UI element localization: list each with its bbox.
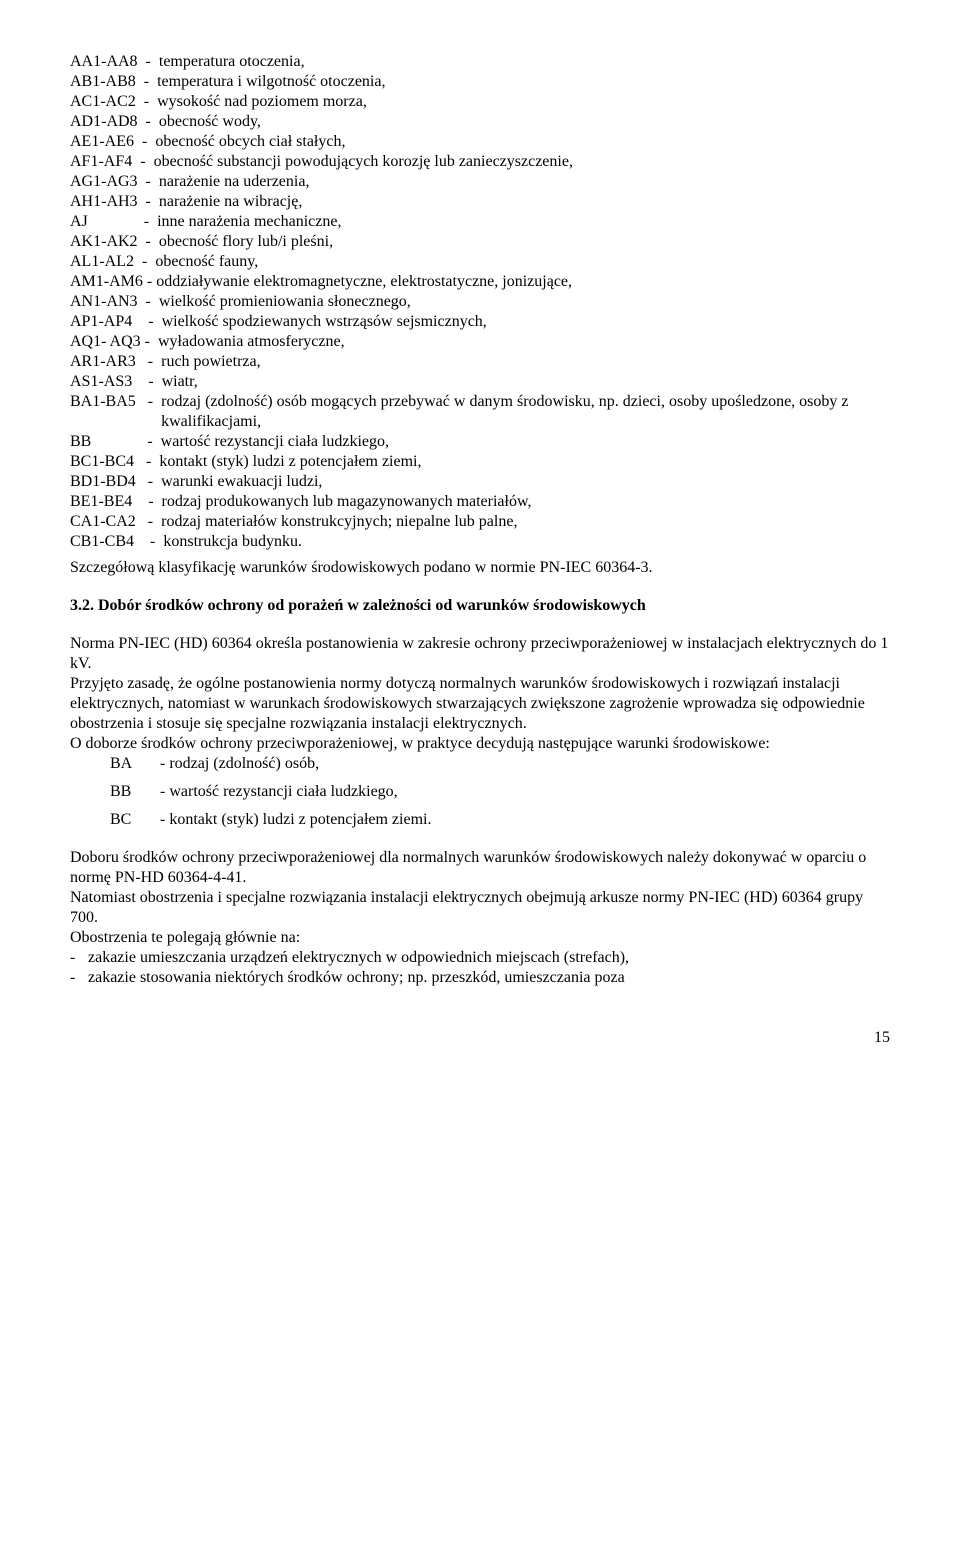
definition-text: obecność fauny, — [155, 252, 890, 272]
paragraph-conditions-intro: O doborze środków ochrony przeciwporażen… — [70, 734, 890, 754]
definition-row: AF1-AF4 - obecność substancji powodujący… — [70, 152, 890, 172]
definitions-list: AA1-AA8 - temperatura otoczenia,AB1-AB8 … — [70, 52, 890, 552]
definition-text: wartość rezystancji ciała ludzkiego, — [161, 432, 890, 452]
definition-row: BD1-BD4 - warunki ewakuacji ludzi, — [70, 472, 890, 492]
definition-code: AP1-AP4 - — [70, 312, 162, 332]
dash-bullet: - — [70, 968, 88, 988]
definition-text: inne narażenia mechaniczne, — [157, 212, 890, 232]
condition-code: BC — [110, 810, 160, 830]
definition-code: AH1-AH3 - — [70, 192, 159, 212]
page-number: 15 — [70, 1028, 890, 1048]
dash-bullet: - — [70, 948, 88, 968]
definition-text: wyładowania atmosferyczne, — [158, 332, 890, 352]
definition-text: konstrukcja budynku. — [163, 532, 890, 552]
definition-code: AA1-AA8 - — [70, 52, 159, 72]
definition-code: AJ - — [70, 212, 157, 232]
definition-code: AM1-AM6 - — [70, 272, 156, 292]
definition-row: AN1-AN3 - wielkość promieniowania słonec… — [70, 292, 890, 312]
definition-text: obecność flory lub/i pleśni, — [159, 232, 890, 252]
definition-text: kontakt (styk) ludzi z potencjałem ziemi… — [159, 452, 890, 472]
definition-row: AH1-AH3 - narażenie na wibrację, — [70, 192, 890, 212]
definition-text: wiatr, — [162, 372, 890, 392]
definition-row: BC1-BC4 - kontakt (styk) ludzi z potencj… — [70, 452, 890, 472]
definition-code: AL1-AL2 - — [70, 252, 155, 272]
definition-text: wielkość spodziewanych wstrząsów sejsmic… — [162, 312, 890, 332]
definition-row: BA1-BA5 - rodzaj (zdolność) osób mogącyc… — [70, 392, 890, 432]
definition-row: AL1-AL2 - obecność fauny, — [70, 252, 890, 272]
definition-text: rodzaj (zdolność) osób mogących przebywa… — [161, 392, 890, 432]
condition-item: BB- wartość rezystancji ciała ludzkiego, — [110, 782, 890, 802]
definition-text: oddziaływanie elektromagnetyczne, elektr… — [156, 272, 890, 292]
definition-code: AG1-AG3 - — [70, 172, 159, 192]
definition-code: BB - — [70, 432, 161, 452]
definition-text: obecność obcych ciał stałych, — [155, 132, 890, 152]
classification-note: Szczegółową klasyfikację warunków środow… — [70, 558, 890, 578]
definition-text: rodzaj materiałów konstrukcyjnych; niepa… — [161, 512, 890, 532]
definition-row: AK1-AK2 - obecność flory lub/i pleśni, — [70, 232, 890, 252]
paragraph-restrictions-norm: Natomiast obostrzenia i specjalne rozwią… — [70, 888, 890, 928]
definition-code: AF1-AF4 - — [70, 152, 154, 172]
definition-row: AJ - inne narażenia mechaniczne, — [70, 212, 890, 232]
condition-item: BC- kontakt (styk) ludzi z potencjałem z… — [110, 810, 890, 830]
paragraph-normal-conditions: Doboru środków ochrony przeciwporażeniow… — [70, 848, 890, 888]
definition-text: temperatura otoczenia, — [159, 52, 890, 72]
definition-row: BB - wartość rezystancji ciała ludzkiego… — [70, 432, 890, 452]
definition-code: AS1-AS3 - — [70, 372, 162, 392]
restriction-item: -zakazie stosowania niektórych środków o… — [70, 968, 890, 988]
paragraph-restrictions-intro: Obostrzenia te polegają głównie na: — [70, 928, 890, 948]
definition-code: AB1-AB8 - — [70, 72, 157, 92]
definition-text: ruch powietrza, — [161, 352, 890, 372]
restrictions-dash-list: -zakazie umieszczania urządzeń elektrycz… — [70, 948, 890, 988]
definition-row: AR1-AR3 - ruch powietrza, — [70, 352, 890, 372]
definition-text: wysokość nad poziomem morza, — [157, 92, 890, 112]
definition-text: warunki ewakuacji ludzi, — [161, 472, 890, 492]
paragraph-principle: Przyjęto zasadę, że ogólne postanowienia… — [70, 674, 890, 734]
definition-row: AG1-AG3 - narażenie na uderzenia, — [70, 172, 890, 192]
condition-item: BA- rodzaj (zdolność) osób, — [110, 754, 890, 774]
paragraph-norm-intro: Norma PN-IEC (HD) 60364 określa postanow… — [70, 634, 890, 674]
condition-text: - kontakt (styk) ludzi z potencjałem zie… — [160, 810, 890, 830]
definition-row: AC1-AC2 - wysokość nad poziomem morza, — [70, 92, 890, 112]
definition-row: CB1-CB4 - konstrukcja budynku. — [70, 532, 890, 552]
definition-code: AE1-AE6 - — [70, 132, 155, 152]
definition-text: temperatura i wilgotność otoczenia, — [157, 72, 890, 92]
definition-code: BA1-BA5 - — [70, 392, 161, 432]
definition-code: AR1-AR3 - — [70, 352, 161, 372]
definition-text: narażenie na uderzenia, — [159, 172, 890, 192]
condition-text: - wartość rezystancji ciała ludzkiego, — [160, 782, 890, 802]
definition-text: rodzaj produkowanych lub magazynowanych … — [162, 492, 890, 512]
definition-row: AB1-AB8 - temperatura i wilgotność otocz… — [70, 72, 890, 92]
definition-row: AP1-AP4 - wielkość spodziewanych wstrząs… — [70, 312, 890, 332]
definition-text: obecność substancji powodujących korozję… — [154, 152, 890, 172]
definition-code: BE1-BE4 - — [70, 492, 162, 512]
definition-code: AD1-AD8 - — [70, 112, 159, 132]
restriction-item: -zakazie umieszczania urządzeń elektrycz… — [70, 948, 890, 968]
definition-row: AE1-AE6 - obecność obcych ciał stałych, — [70, 132, 890, 152]
definition-row: AD1-AD8 - obecność wody, — [70, 112, 890, 132]
definition-row: BE1-BE4 - rodzaj produkowanych lub magaz… — [70, 492, 890, 512]
definition-row: AQ1- AQ3 - wyładowania atmosferyczne, — [70, 332, 890, 352]
definition-row: AA1-AA8 - temperatura otoczenia, — [70, 52, 890, 72]
restriction-text: zakazie umieszczania urządzeń elektryczn… — [88, 948, 890, 968]
definition-text: narażenie na wibrację, — [159, 192, 890, 212]
definition-row: CA1-CA2 - rodzaj materiałów konstrukcyjn… — [70, 512, 890, 532]
definition-text: wielkość promieniowania słonecznego, — [159, 292, 890, 312]
condition-text: - rodzaj (zdolność) osób, — [160, 754, 890, 774]
restriction-text: zakazie stosowania niektórych środków oc… — [88, 968, 890, 988]
condition-code: BB — [110, 782, 160, 802]
definition-code: BC1-BC4 - — [70, 452, 159, 472]
definition-code: AQ1- AQ3 - — [70, 332, 158, 352]
definition-code: BD1-BD4 - — [70, 472, 161, 492]
condition-code: BA — [110, 754, 160, 774]
definition-code: AC1-AC2 - — [70, 92, 157, 112]
conditions-sub-list: BA- rodzaj (zdolność) osób,BB- wartość r… — [70, 754, 890, 830]
definition-row: AS1-AS3 - wiatr, — [70, 372, 890, 392]
definition-code: CA1-CA2 - — [70, 512, 161, 532]
definition-code: AK1-AK2 - — [70, 232, 159, 252]
definition-text: obecność wody, — [159, 112, 890, 132]
definition-code: CB1-CB4 - — [70, 532, 163, 552]
definition-row: AM1-AM6 - oddziaływanie elektromagnetycz… — [70, 272, 890, 292]
definition-code: AN1-AN3 - — [70, 292, 159, 312]
section-heading-3-2: 3.2. Dobór środków ochrony od porażeń w … — [70, 596, 890, 616]
